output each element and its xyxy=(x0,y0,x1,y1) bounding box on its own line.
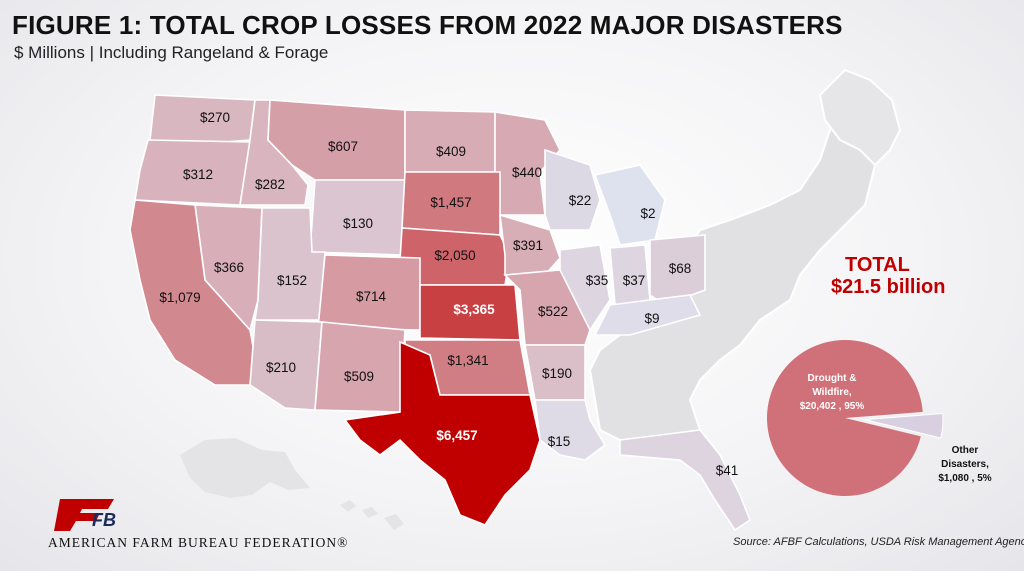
state-value-label-michigan: $2 xyxy=(640,206,655,221)
state-value-label-minnesota: $440 xyxy=(512,165,542,180)
fb-logo-mark: FB xyxy=(54,499,116,531)
state-value-label-ohio: $68 xyxy=(669,261,692,276)
hawaii-shape xyxy=(340,500,404,530)
state-louisiana xyxy=(534,399,607,461)
total-value: $21.5 billion xyxy=(831,276,946,298)
map-base xyxy=(180,68,902,530)
logo-text: American Farm Bureau Federation® xyxy=(48,535,349,550)
pie-label-drought-line-0: Drought & xyxy=(808,373,857,384)
logo-mark-text: FB xyxy=(92,510,116,530)
state-value-label-oregon: $312 xyxy=(183,167,213,182)
pie-slice-drought-wildfire xyxy=(767,340,923,497)
pie-label-drought-line-2: $20,402 , 95% xyxy=(800,401,865,412)
state-north-dakota xyxy=(404,109,496,173)
state-value-label-kentucky: $9 xyxy=(644,311,659,326)
state-shapes xyxy=(129,94,751,532)
state-michigan xyxy=(593,164,666,246)
pie-chart: Drought & Wildfire, $20,402 , 95% Other Disa… xyxy=(767,340,992,497)
northeast-shape xyxy=(818,68,902,167)
state-value-label-wisconsin: $22 xyxy=(569,193,592,208)
state-value-label-nevada: $366 xyxy=(214,260,244,275)
state-wisconsin xyxy=(544,148,601,231)
state-value-label-illinois: $35 xyxy=(586,273,609,288)
alaska-shape xyxy=(180,438,310,498)
state-value-label-idaho: $282 xyxy=(255,177,285,192)
state-value-label-kansas: $3,365 xyxy=(453,302,495,317)
state-kentucky xyxy=(593,294,702,336)
state-arizona xyxy=(249,319,323,411)
state-value-label-texas: $6,457 xyxy=(436,428,477,443)
pie-label-other-line-1: Disasters, xyxy=(941,459,989,470)
state-value-label-missouri: $522 xyxy=(538,304,568,319)
state-value-label-florida: $41 xyxy=(716,463,739,478)
pie-slice-other-disasters xyxy=(864,412,944,439)
state-value-label-wyoming: $130 xyxy=(343,216,373,231)
state-new-mexico xyxy=(314,321,406,413)
pie-label-drought-line-1: Wildfire, xyxy=(812,387,852,398)
subtitle: $ Millions | Including Rangeland & Forag… xyxy=(14,43,329,62)
page-title: FIGURE 1: TOTAL CROP LOSSES FROM 2022 MA… xyxy=(12,10,843,40)
state-florida xyxy=(619,429,751,532)
state-value-label-south-dakota: $1,457 xyxy=(430,195,471,210)
pie-label-other-line-0: Other xyxy=(952,445,979,456)
state-value-label-oklahoma: $1,341 xyxy=(447,353,488,368)
pie-label-other-line-2: $1,080 , 5% xyxy=(938,473,991,484)
state-value-label-utah: $152 xyxy=(277,273,307,288)
logo-shape xyxy=(54,499,114,531)
state-oregon xyxy=(134,139,251,206)
state-value-label-montana: $607 xyxy=(328,139,358,154)
total-label: TOTAL xyxy=(845,254,910,276)
state-value-label-california: $1,079 xyxy=(159,290,200,305)
state-california xyxy=(129,199,261,386)
state-value-label-new-mexico: $509 xyxy=(344,369,374,384)
state-value-label-arkansas: $190 xyxy=(542,366,572,381)
state-value-label-iowa: $391 xyxy=(513,238,543,253)
state-value-label-arizona: $210 xyxy=(266,360,296,375)
source-note: Source: AFBF Calculations, USDA Risk Man… xyxy=(733,536,1024,548)
state-value-label-colorado: $714 xyxy=(356,289,387,304)
state-value-label-nebraska: $2,050 xyxy=(434,248,475,263)
state-value-label-washington: $270 xyxy=(200,110,230,125)
state-texas xyxy=(343,340,541,526)
state-value-label-indiana: $37 xyxy=(623,273,646,288)
state-value-label-north-dakota: $409 xyxy=(436,144,466,159)
state-labels: $270 $312 $282 $607 $409 $440 $130 $1,457 $22 $2 $… xyxy=(159,110,738,478)
state-value-label-louisiana: $15 xyxy=(548,434,571,449)
